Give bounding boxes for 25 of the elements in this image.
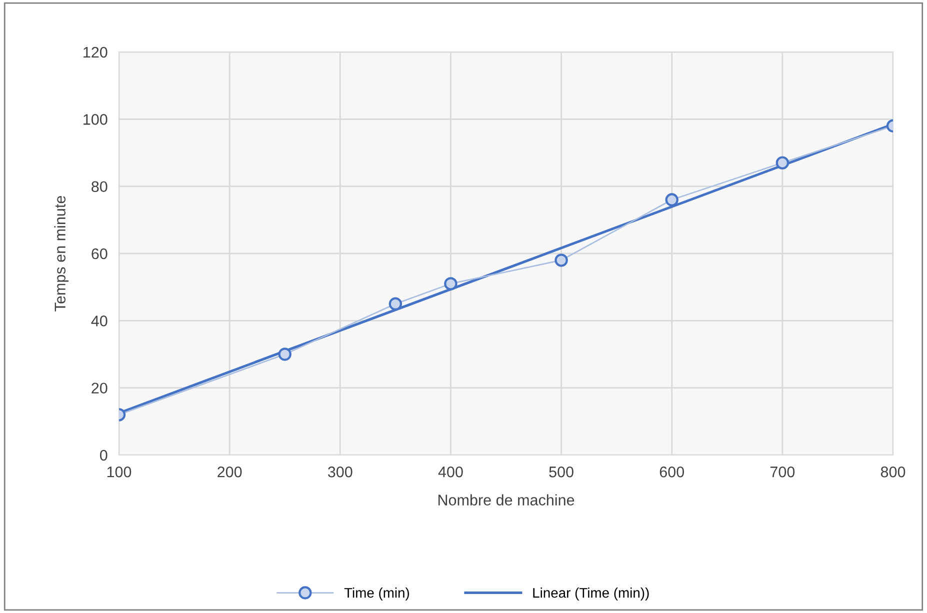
point (776, 156, 790, 170)
y-tick-label: 0 (100, 450, 108, 461)
y-tick-label: 100 (84, 114, 108, 125)
x-tick-label: 700 (770, 466, 795, 478)
x-tick-label: 500 (549, 466, 574, 478)
x-tick-label: 400 (438, 466, 463, 478)
point (388, 297, 402, 310)
legend-label: Linear (Time (min)) (533, 588, 649, 600)
y-tick-label: 120 (84, 46, 108, 58)
x-tick-label: 800 (880, 466, 906, 478)
point (278, 348, 292, 361)
x-axis-title: Nombre de machine (438, 494, 574, 506)
point (554, 254, 568, 267)
x-tick-label: 300 (328, 466, 352, 478)
x-tick-label: 200 (218, 466, 242, 478)
x-tick-label: 600 (660, 466, 684, 478)
y-tick-label: 60 (92, 248, 108, 260)
y-axis-title: Temps en minute (54, 196, 69, 312)
legend-label: Time (min) (344, 588, 410, 600)
x-tick-label: 100 (107, 466, 132, 478)
y-tick-label: 20 (92, 382, 108, 394)
point (444, 277, 458, 290)
point (665, 193, 678, 206)
y-tick-label: 40 (91, 316, 108, 326)
y-tick-label: 80 (92, 181, 108, 192)
